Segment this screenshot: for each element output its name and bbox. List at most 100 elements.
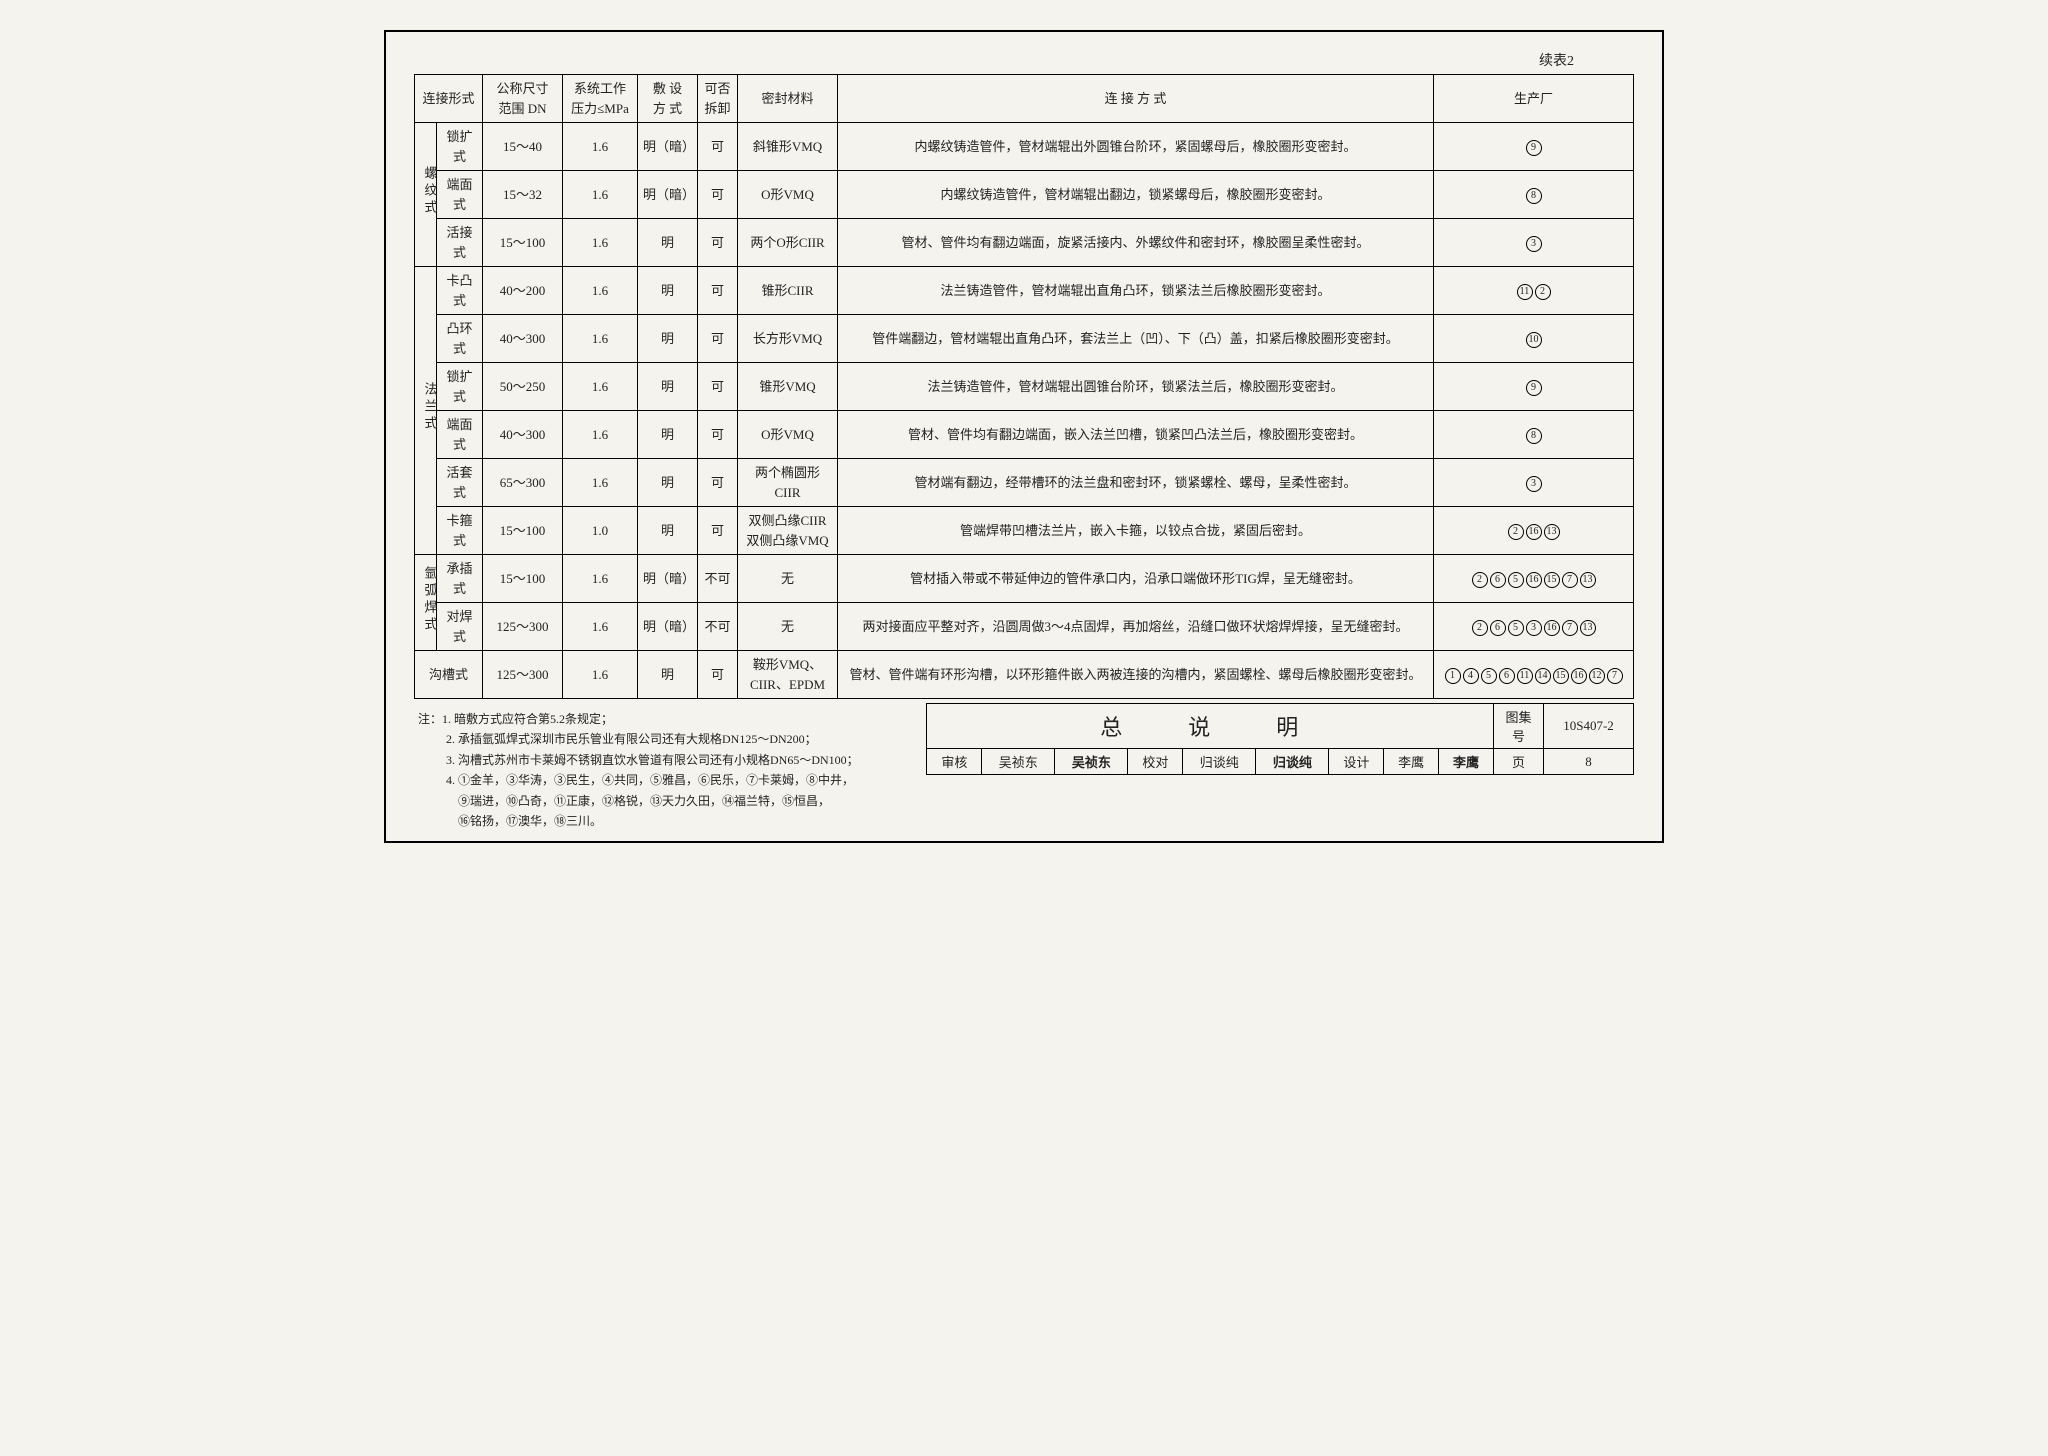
continuation-label: 续表2	[414, 50, 1634, 70]
drawing-no: 10S407-2	[1544, 704, 1634, 749]
checker-sig: 归谈纯	[1256, 749, 1329, 775]
cell-press: 1.6	[563, 171, 638, 219]
maker-ref-icon: 13	[1580, 572, 1596, 588]
cell-dn: 15～100	[483, 555, 563, 603]
cell-makers: 2651615713	[1434, 555, 1634, 603]
maker-ref-icon: 3	[1526, 476, 1542, 492]
cell-install: 明	[638, 507, 698, 555]
group-label: 氩弧焊式	[415, 555, 437, 651]
cell-remove: 可	[698, 363, 738, 411]
reviewer-sig: 吴祯东	[1055, 749, 1128, 775]
note-line: 2. 承插氩弧焊式深圳市民乐管业有限公司还有大规格DN125～DN200；	[418, 729, 902, 749]
cell-remove: 可	[698, 315, 738, 363]
cell-seal: 无	[738, 555, 838, 603]
cell-install: 明	[638, 363, 698, 411]
maker-ref-icon: 13	[1544, 524, 1560, 540]
maker-ref-icon: 7	[1562, 620, 1578, 636]
cell-dn: 40～300	[483, 411, 563, 459]
th-dn: 公称尺寸 范围 DN	[483, 75, 563, 123]
th-press: 系统工作 压力≤MPa	[563, 75, 638, 123]
cell-install: 明（暗）	[638, 123, 698, 171]
title-block-table: 总 说 明 图集号 10S407-2 审核 吴祯东 吴祯东 校对 归谈纯 归谈纯…	[926, 703, 1634, 775]
maker-ref-icon: 7	[1607, 668, 1623, 684]
cell-press: 1.6	[563, 651, 638, 699]
cell-press: 1.6	[563, 555, 638, 603]
cell-install: 明（暗）	[638, 555, 698, 603]
cell-method: 管材插入带或不带延伸边的管件承口内，沿承口端做环形TIG焊，呈无缝密封。	[838, 555, 1434, 603]
maker-ref-icon: 16	[1571, 668, 1587, 684]
th-conn: 连接形式	[415, 75, 483, 123]
sub-type: 卡凸式	[437, 267, 483, 315]
cell-remove: 可	[698, 123, 738, 171]
group-label: 沟槽式	[415, 651, 483, 699]
designer: 李鹰	[1384, 749, 1439, 775]
maker-ref-icon: 4	[1463, 668, 1479, 684]
cell-dn: 65～300	[483, 459, 563, 507]
table-row: 端面式40～3001.6明可O形VMQ管材、管件均有翻边端面，嵌入法兰凹槽，锁紧…	[415, 411, 1634, 459]
cell-remove: 可	[698, 267, 738, 315]
cell-press: 1.6	[563, 459, 638, 507]
maker-ref-icon: 13	[1580, 620, 1596, 636]
maker-ref-icon: 6	[1490, 572, 1506, 588]
design-label: 设计	[1329, 749, 1384, 775]
sub-type: 活接式	[437, 219, 483, 267]
sub-type: 端面式	[437, 411, 483, 459]
cell-seal: O形VMQ	[738, 171, 838, 219]
maker-ref-icon: 16	[1526, 572, 1542, 588]
cell-install: 明	[638, 219, 698, 267]
sub-type: 卡箍式	[437, 507, 483, 555]
cell-seal: O形VMQ	[738, 411, 838, 459]
review-label: 审核	[927, 749, 982, 775]
sub-type: 端面式	[437, 171, 483, 219]
maker-ref-icon: 9	[1526, 380, 1542, 396]
cell-dn: 40～200	[483, 267, 563, 315]
cell-install: 明	[638, 315, 698, 363]
cell-seal: 两个O形CIIR	[738, 219, 838, 267]
cell-install: 明	[638, 411, 698, 459]
page-no: 8	[1544, 749, 1634, 775]
doc-title: 总 说 明	[927, 704, 1494, 749]
cell-remove: 可	[698, 411, 738, 459]
maker-ref-icon: 6	[1490, 620, 1506, 636]
cell-dn: 15～100	[483, 219, 563, 267]
cell-method: 法兰铸造管件，管材端辊出圆锥台阶环，锁紧法兰后，橡胶圈形变密封。	[838, 363, 1434, 411]
cell-remove: 可	[698, 651, 738, 699]
table-row: 凸环式40～3001.6明可长方形VMQ管件端翻边，管材端辊出直角凸环，套法兰上…	[415, 315, 1634, 363]
table-row: 端面式15～321.6明（暗）可O形VMQ内螺纹铸造管件，管材端辊出翻边，锁紧螺…	[415, 171, 1634, 219]
cell-remove: 可	[698, 219, 738, 267]
cell-press: 1.0	[563, 507, 638, 555]
table-row: 卡箍式15～1001.0明可双侧凸缘CIIR 双侧凸缘VMQ管端焊带凹槽法兰片，…	[415, 507, 1634, 555]
sub-type: 锁扩式	[437, 123, 483, 171]
table-row: 锁扩式50～2501.6明可锥形VMQ法兰铸造管件，管材端辊出圆锥台阶环，锁紧法…	[415, 363, 1634, 411]
maker-ref-icon: 2	[1508, 524, 1524, 540]
maker-ref-icon: 15	[1544, 572, 1560, 588]
cell-seal: 斜锥形VMQ	[738, 123, 838, 171]
cell-remove: 可	[698, 459, 738, 507]
sub-type: 对焊式	[437, 603, 483, 651]
cell-method: 管材端有翻边，经带槽环的法兰盘和密封环，锁紧螺栓、螺母，呈柔性密封。	[838, 459, 1434, 507]
cell-dn: 125～300	[483, 603, 563, 651]
maker-ref-icon: 7	[1562, 572, 1578, 588]
cell-remove: 可	[698, 171, 738, 219]
maker-ref-icon: 1	[1445, 668, 1461, 684]
note-line: ⑯铭扬，⑰澳华，⑱三川。	[418, 811, 902, 831]
table-row: 活套式65～3001.6明可两个椭圆形CIIR管材端有翻边，经带槽环的法兰盘和密…	[415, 459, 1634, 507]
cell-install: 明	[638, 267, 698, 315]
cell-method: 管件端翻边，管材端辊出直角凸环，套法兰上（凹）、下（凸）盖，扣紧后橡胶圈形变密封…	[838, 315, 1434, 363]
notes-block: 注：1. 暗敷方式应符合第5.2条规定；2. 承插氩弧焊式深圳市民乐管业有限公司…	[414, 709, 902, 831]
cell-press: 1.6	[563, 411, 638, 459]
cell-press: 1.6	[563, 219, 638, 267]
cell-press: 1.6	[563, 603, 638, 651]
maker-ref-icon: 11	[1517, 284, 1533, 300]
maker-ref-icon: 8	[1526, 188, 1542, 204]
maker-ref-icon: 8	[1526, 428, 1542, 444]
cell-makers: 3	[1434, 219, 1634, 267]
maker-ref-icon: 2	[1472, 572, 1488, 588]
check-label: 校对	[1128, 749, 1183, 775]
th-install: 敷 设 方 式	[638, 75, 698, 123]
maker-ref-icon: 2	[1472, 620, 1488, 636]
cell-makers: 112	[1434, 267, 1634, 315]
group-label: 法兰式	[415, 267, 437, 555]
cell-seal: 长方形VMQ	[738, 315, 838, 363]
maker-ref-icon: 12	[1589, 668, 1605, 684]
